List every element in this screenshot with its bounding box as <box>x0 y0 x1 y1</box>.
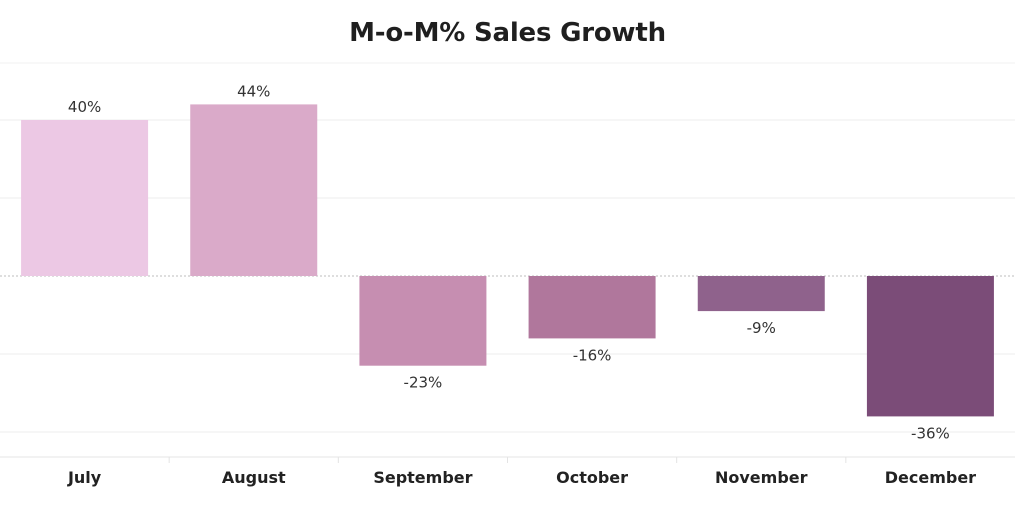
category-label-september: September <box>373 468 472 487</box>
category-label-november: November <box>715 468 808 487</box>
chart-title: M-o-M% Sales Growth <box>349 18 666 48</box>
value-label: 40% <box>68 98 101 116</box>
value-label: 44% <box>237 82 270 100</box>
value-labels: 40% 44% -23% -16% -9% -36% <box>68 82 950 442</box>
bar-october <box>528 276 656 339</box>
value-label: -23% <box>404 374 443 392</box>
bar-august <box>190 104 318 277</box>
bar-september <box>359 276 487 366</box>
category-label-october: October <box>556 468 628 487</box>
category-label-july: July <box>67 468 102 487</box>
bar-july <box>21 120 149 276</box>
gridlines <box>0 62 1015 433</box>
value-label: -16% <box>573 346 612 364</box>
bar-november <box>697 276 825 312</box>
bars <box>21 104 994 417</box>
x-axis: July August September October November Decemb… <box>0 456 1015 487</box>
category-label-august: August <box>222 468 286 487</box>
value-label: -36% <box>911 424 950 442</box>
bar-december <box>866 276 994 417</box>
value-label: -9% <box>747 319 776 337</box>
category-label-december: December <box>885 468 976 487</box>
